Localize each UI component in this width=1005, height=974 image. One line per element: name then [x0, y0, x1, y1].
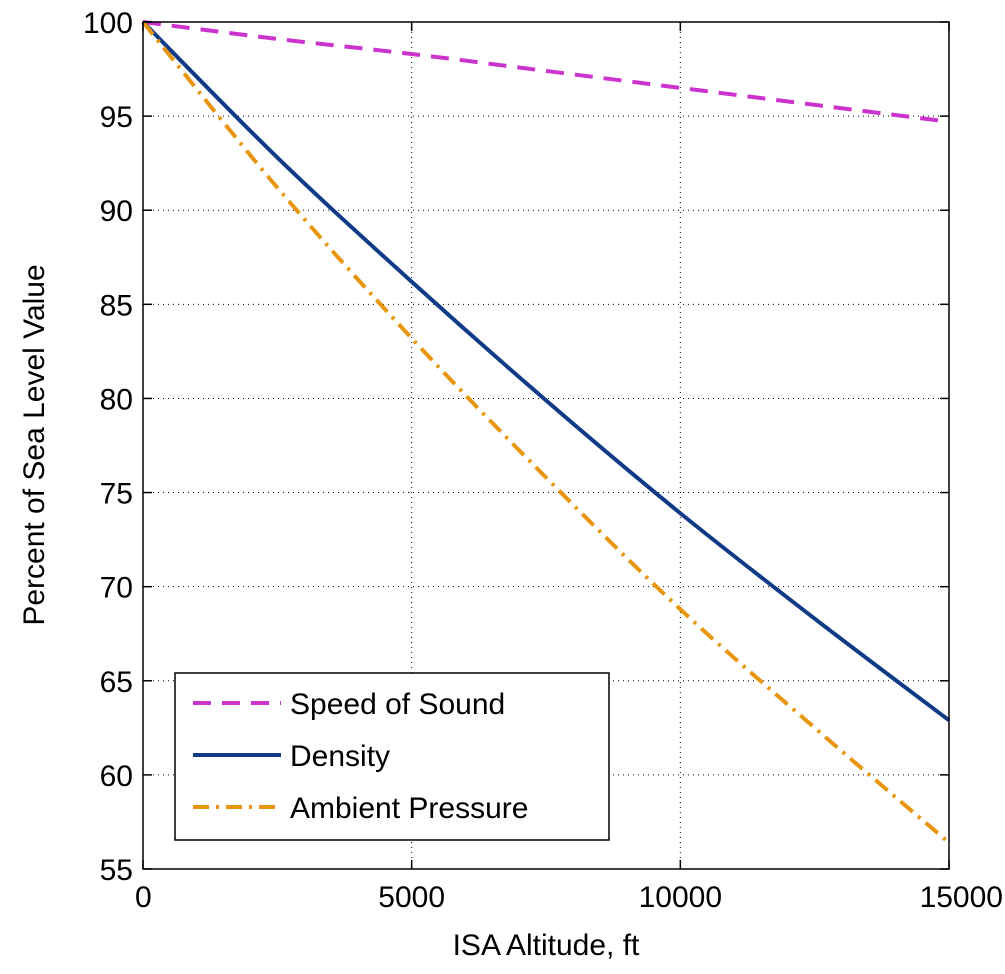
- x-axis-label: ISA Altitude, ft: [453, 929, 640, 962]
- legend: Speed of Sound Density Ambient Pressure: [174, 672, 610, 841]
- legend-label: Speed of Sound: [290, 688, 505, 721]
- x-tick-label: 15000: [920, 881, 1003, 914]
- y-tick-label: 85: [100, 289, 133, 322]
- y-tick-label: 55: [100, 854, 133, 887]
- legend-label: Density: [290, 740, 390, 773]
- y-tick-label: 70: [100, 572, 133, 605]
- x-tick-label: 10000: [639, 881, 722, 914]
- y-tick-label: 90: [100, 195, 133, 228]
- x-tick-label: 0: [135, 881, 152, 914]
- ticks: [142, 21, 950, 870]
- y-tick-label: 100: [83, 7, 133, 40]
- y-tick-label: 75: [100, 478, 133, 511]
- series-line-0: [142, 20, 950, 124]
- series-line-2: [141, 20, 951, 845]
- series-line-1: [141, 20, 951, 722]
- tick-labels: 0 5000 10000 15000 55 60 65 70 75 80 85 90 95 100: [83, 7, 1003, 914]
- y-tick-label: 80: [100, 383, 133, 416]
- y-tick-label: 60: [100, 760, 133, 793]
- series-lines: [141, 20, 951, 845]
- y-tick-label: 95: [100, 101, 133, 134]
- y-tick-label: 65: [100, 666, 133, 699]
- plot-frame: [142, 21, 950, 870]
- x-tick-label: 5000: [378, 881, 445, 914]
- y-axis-label: Percent of Sea Level Value: [18, 264, 51, 625]
- legend-label: Ambient Pressure: [290, 792, 528, 825]
